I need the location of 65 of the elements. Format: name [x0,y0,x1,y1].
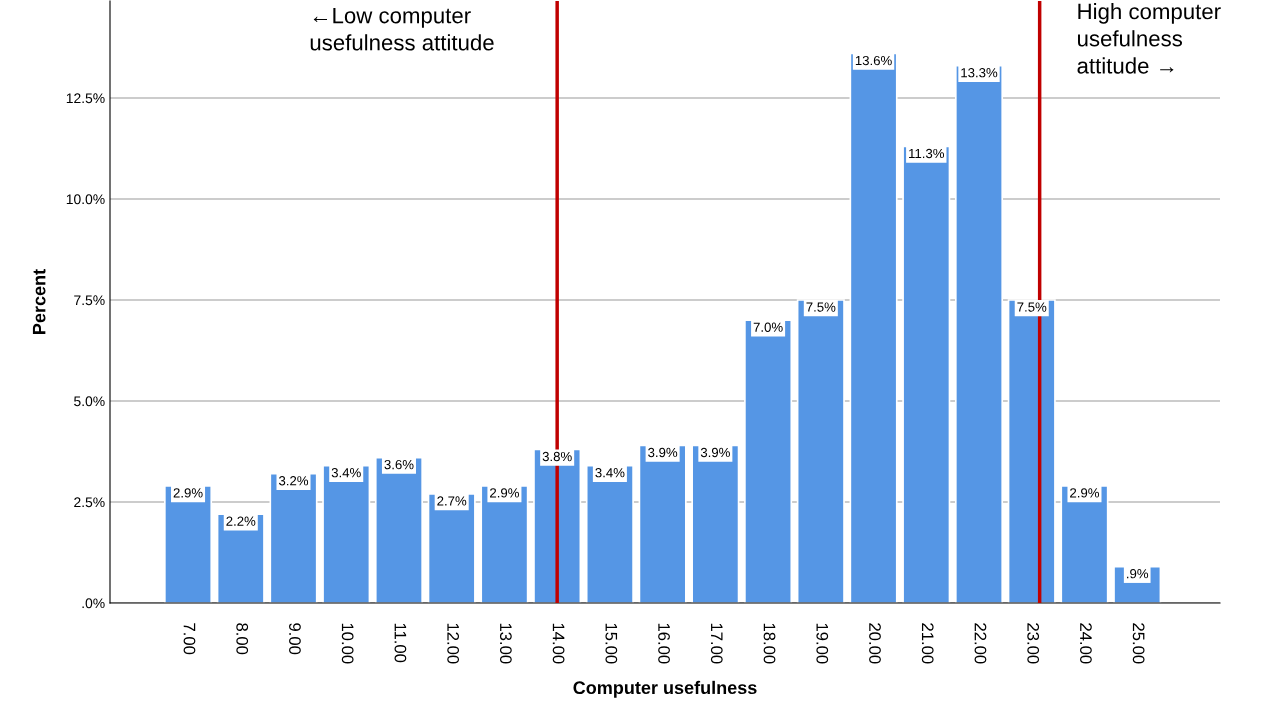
data-label: 13.3% [961,68,998,78]
data-label: 7.5% [806,302,836,312]
bar [638,444,687,603]
data-label: 3.8% [542,451,572,462]
data-label: 11.3% [909,148,945,159]
data-label: 3.6% [384,459,414,470]
data-label: 3.4% [595,468,625,478]
bar [849,52,898,603]
bar [1060,484,1109,603]
data-label: 2.2% [226,516,256,526]
x-tick-label: 24.00 [1080,623,1092,664]
ref-line-label: High computer usefulness attitude → [1077,3,1221,74]
x-tick-label: 20.00 [869,623,881,664]
bar [585,464,634,603]
bar [216,513,265,603]
x-tick-label: 12.00 [447,623,460,664]
x-tick-label: 15.00 [605,623,618,664]
x-tick-label: 7.00 [183,623,196,655]
data-label: 3.9% [648,447,678,458]
data-label: 2.9% [1070,488,1100,498]
data-label: .9% [1127,569,1149,579]
x-tick-label: 8.00 [236,623,249,655]
x-tick-label: 18.00 [763,623,776,664]
data-label: 13.6% [855,55,892,66]
x-tick-label: 19.00 [816,623,829,664]
y-axis-title: Percent [32,269,46,334]
bar [322,464,371,603]
data-label: 3.9% [700,447,730,458]
bar [954,64,1004,603]
x-tick-label: 21.00 [921,623,934,664]
bar [902,145,951,603]
bar [796,299,845,603]
x-tick-label: 9.00 [289,623,301,655]
x-axis-title: Computer usefulness [573,680,757,698]
x-tick-label: 13.00 [499,623,512,664]
data-label: 2.9% [173,488,203,498]
y-tick-label: 5.0% [74,396,105,407]
bar [164,484,213,603]
bar [269,472,318,603]
y-tick-label: 12.5% [66,93,105,104]
data-label: 3.2% [278,476,309,486]
x-tick-label: 11.00 [394,623,407,663]
bar [427,493,476,603]
data-label: 7.0% [753,322,783,332]
data-label: 7.5% [1017,302,1047,312]
bar [480,484,529,603]
bar [691,444,740,603]
data-label: 2.7% [437,496,467,506]
x-tick-label: 16.00 [658,623,670,664]
x-tick-label: 10.00 [341,623,354,664]
bar [374,456,424,603]
bar [1007,299,1056,603]
data-label: 2.9% [490,488,519,498]
y-tick-label: 10.0% [66,194,105,205]
x-tick-label: 22.00 [974,623,987,664]
x-tick-label: 14.00 [552,623,565,664]
x-tick-label: 17.00 [710,623,723,664]
x-tick-label: 23.00 [1027,623,1040,664]
y-tick-label: 7.5% [74,295,105,306]
y-tick-label: 2.5% [74,497,105,508]
ref-line-label: ←Low computer usefulness attitude [310,7,494,51]
bar [744,319,793,603]
data-label: 3.4% [331,468,361,478]
y-tick-label: .0% [82,598,105,609]
x-tick-label: 25.00 [1132,623,1145,664]
